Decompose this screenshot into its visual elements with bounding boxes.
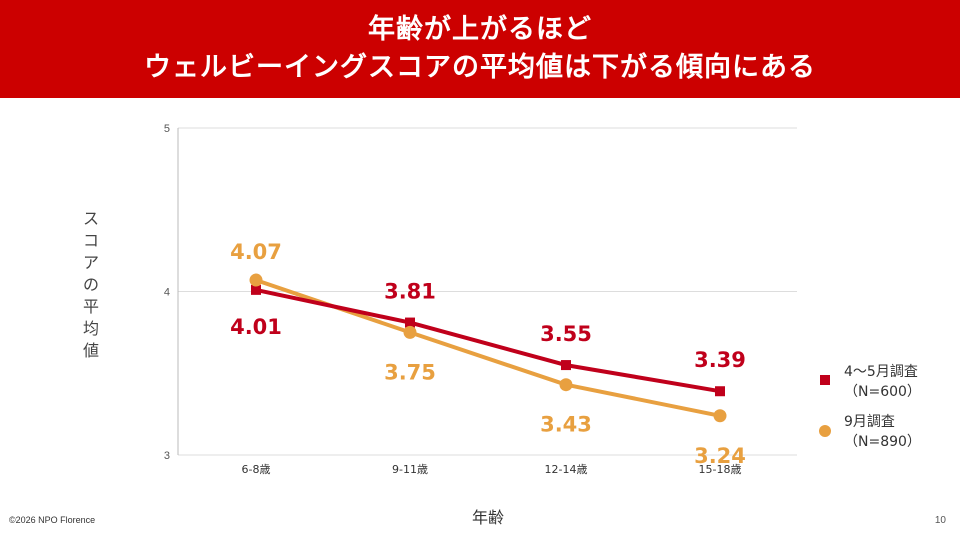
- series-line-2: [254, 278, 722, 418]
- y-tick-label: 4: [164, 287, 170, 299]
- circle-marker-icon: [819, 425, 831, 437]
- legend-sample-size: （N=600）: [844, 384, 921, 400]
- line-chart: 3 4 5 6-8歳 9-11歳 12-14歳 15-18歳 4.01 3.81 3.55 3.39…: [164, 123, 797, 476]
- y-axis-label: ス コ ア の 平 均 値: [80, 208, 102, 362]
- data-label-series-2: 3.75: [384, 360, 436, 384]
- legend-label: 4〜5月調査: [844, 364, 918, 380]
- x-axis-label: 年齢: [472, 508, 505, 527]
- data-point-series-2: [713, 409, 727, 423]
- data-label-series-2: 3.24: [694, 444, 746, 468]
- legend-item-series-2: 9月調査 （N=890）: [818, 412, 960, 452]
- data-point-series-1: [405, 317, 415, 328]
- data-label-series-1: 3.81: [384, 280, 436, 304]
- data-label-series-2: 3.43: [540, 413, 592, 437]
- data-label-series-1: 4.01: [230, 315, 282, 339]
- data-point-series-2: [249, 273, 263, 287]
- y-axis-label-char: の: [82, 275, 99, 294]
- square-marker-icon: [820, 375, 830, 385]
- x-tick-label: 6-8歳: [242, 463, 271, 476]
- x-tick-label: 12-14歳: [545, 463, 588, 476]
- copyright: ©2026 NPO Florence: [9, 515, 96, 525]
- slide-title-line-1: 年齢が上がるほど: [368, 14, 592, 45]
- x-tick-label: 15-18歳: [699, 463, 742, 476]
- y-tick-label: 3: [164, 450, 170, 462]
- data-point-series-1: [251, 284, 261, 295]
- data-point-series-1: [715, 386, 725, 397]
- title-bar: 年齢が上がるほど ウェルビーイングスコアの平均値は下がる傾向にある: [0, 0, 960, 98]
- data-label-series-1: 3.55: [540, 322, 592, 346]
- slide-title-line-2: ウェルビーイングスコアの平均値は下がる傾向にある: [144, 52, 816, 83]
- series-line-1: [254, 287, 722, 394]
- data-point-series-2: [403, 325, 417, 339]
- y-axis-label-char: 平: [82, 297, 99, 316]
- x-tick-label: 9-11歳: [392, 463, 428, 476]
- data-label-series-2: 4.07: [230, 240, 282, 264]
- data-label-series-1: 3.39: [694, 348, 746, 372]
- data-point-series-1: [561, 360, 571, 371]
- data-point-series-2: [559, 378, 573, 392]
- y-axis-label-char: 均: [82, 319, 99, 338]
- y-axis-label-char: ア: [82, 253, 99, 272]
- legend-label: 9月調査: [844, 414, 895, 430]
- legend: 4〜5月調査 （N=600） 9月調査 （N=890）: [818, 362, 960, 452]
- y-axis-label-char: ス: [82, 209, 99, 228]
- page-number: 10: [934, 515, 946, 526]
- y-tick-label: 5: [164, 123, 170, 135]
- y-axis-label-char: コ: [82, 231, 99, 250]
- y-axis-label-char: 値: [82, 341, 99, 360]
- legend-item-series-1: 4〜5月調査 （N=600）: [818, 362, 960, 402]
- legend-sample-size: （N=890）: [844, 434, 921, 450]
